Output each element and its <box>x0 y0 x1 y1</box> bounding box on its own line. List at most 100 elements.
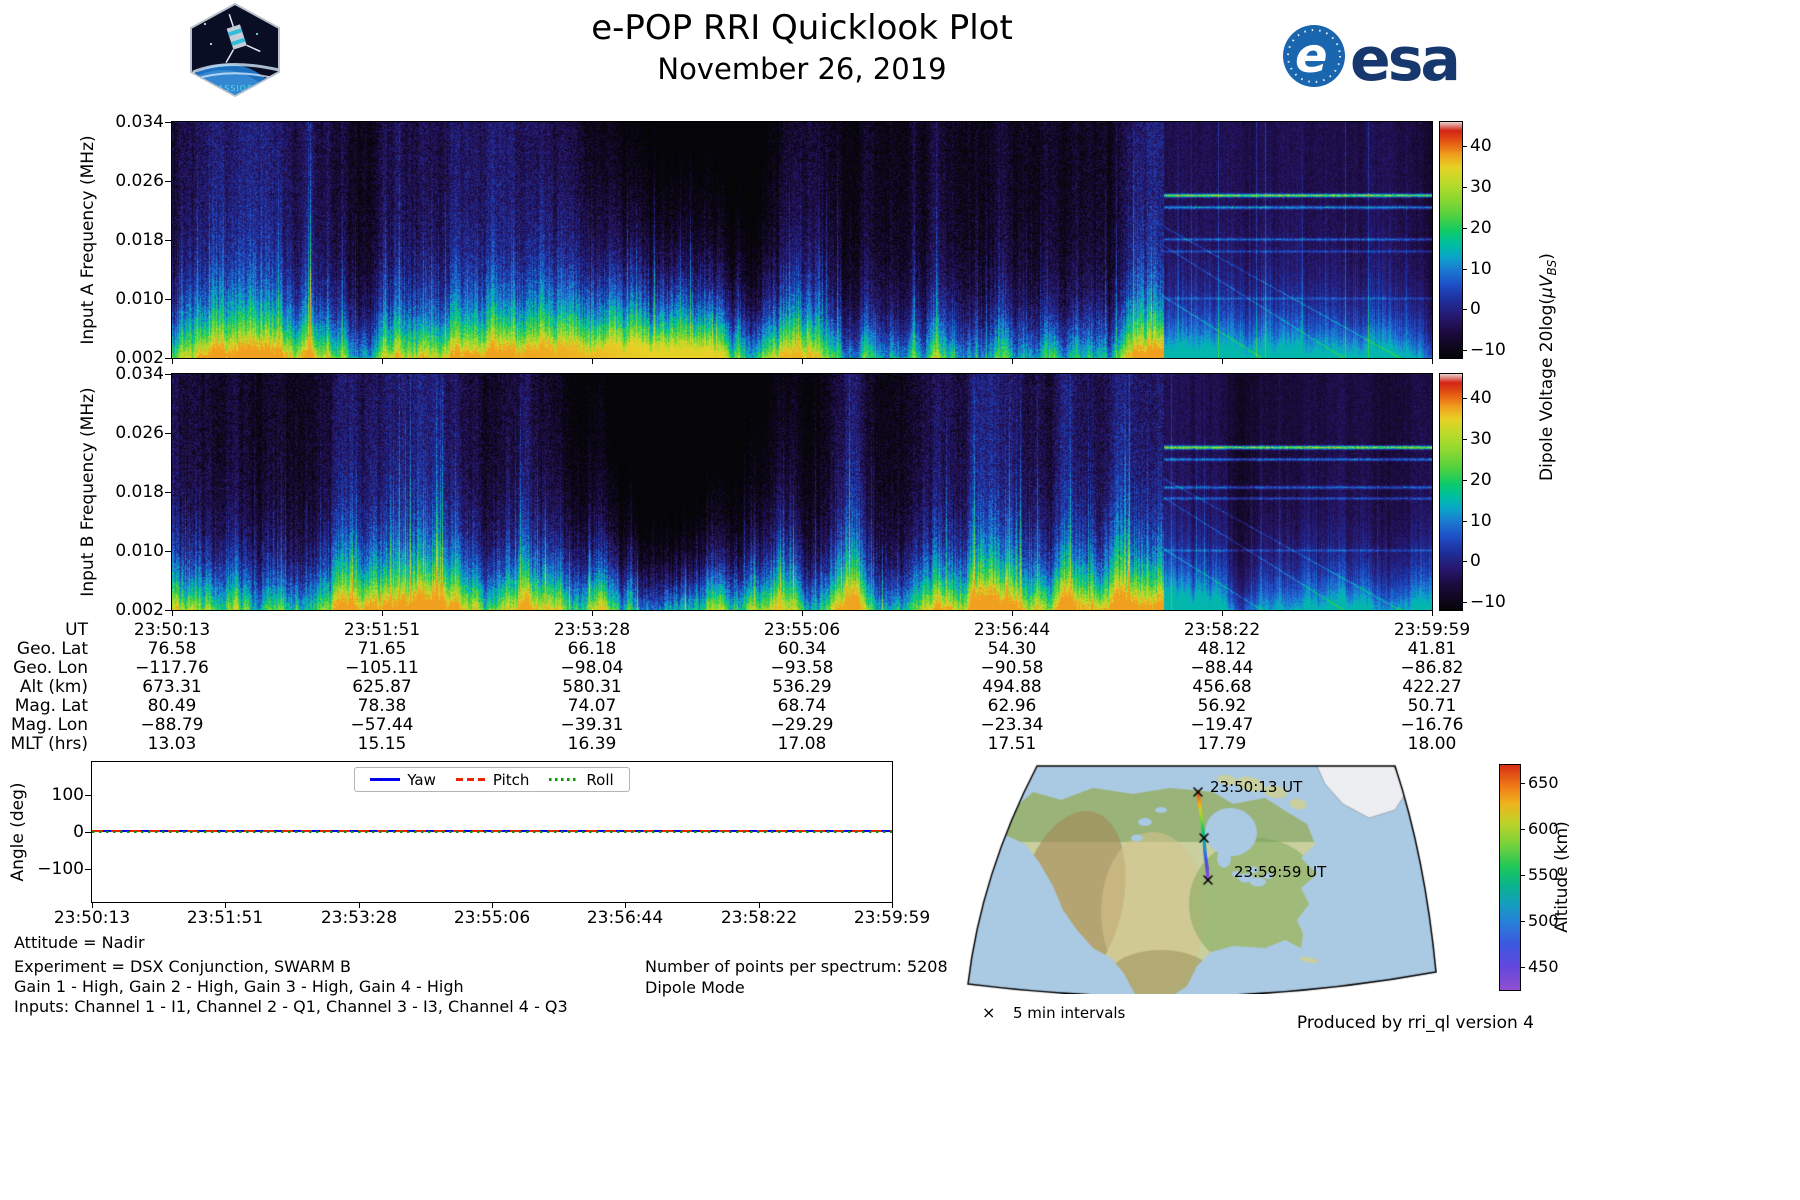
dipole-voltage-label: Dipole Voltage 20log(μVBS) <box>1537 107 1559 627</box>
cassiope-mission-patch: CASSIOPE <box>190 2 280 98</box>
interval-marker-icon: × <box>982 1003 996 1022</box>
table-cell: 56.92 <box>1197 696 1247 716</box>
time-tick: 23:50:13 <box>53 908 131 928</box>
interval-marker-label: 5 min intervals <box>1013 1004 1126 1022</box>
tick-mark <box>1462 521 1467 522</box>
angle-legend: Yaw Pitch Roll <box>354 767 630 792</box>
tick-mark <box>492 903 493 908</box>
table-cell: −23.34 <box>980 715 1044 735</box>
tick-mark <box>802 359 803 364</box>
row-label: MLT (hrs) <box>10 734 88 754</box>
tick-mark <box>592 611 593 616</box>
freq-tick: 0.018 <box>115 482 164 502</box>
tick-mark <box>359 903 360 908</box>
dipole-tick: 20 <box>1470 218 1492 238</box>
tick-mark <box>85 832 92 833</box>
table-row-geo-lon: Geo. Lon −117.76 −105.11 −98.04 −93.58 −… <box>0 659 1800 678</box>
table-cell: 76.58 <box>147 639 197 659</box>
roll-line-sample <box>549 778 580 781</box>
dipole-tick: 40 <box>1470 136 1492 156</box>
table-cell: −93.58 <box>770 658 834 678</box>
table-cell: 422.27 <box>1402 677 1462 697</box>
table-cell: 580.31 <box>562 677 622 697</box>
table-cell: 23:56:44 <box>973 620 1051 640</box>
tick-mark <box>1012 359 1013 364</box>
table-row-mag-lon: Mag. Lon −88.79 −57.44 −39.31 −29.29 −23… <box>0 716 1800 735</box>
table-row-mag-lat: Mag. Lat 80.49 78.38 74.07 68.74 62.96 5… <box>0 697 1800 716</box>
altitude-label: Altitude (km) <box>1552 821 1572 933</box>
tick-mark <box>1462 398 1467 399</box>
table-cell: 23:58:22 <box>1183 620 1261 640</box>
esa-logo: e esa <box>1283 25 1461 92</box>
table-cell: 23:50:13 <box>133 620 211 640</box>
tick-mark <box>1462 269 1467 270</box>
roll-line <box>92 830 892 833</box>
tick-mark <box>1462 309 1467 310</box>
tick-mark <box>625 903 626 908</box>
table-cell: 60.34 <box>777 639 827 659</box>
dipole-label-sub: BS <box>1545 259 1559 276</box>
dipole-tick: 40 <box>1470 388 1492 408</box>
table-cell: 13.03 <box>147 734 197 754</box>
time-tick: 23:53:28 <box>320 908 398 928</box>
row-label: Alt (km) <box>19 677 88 697</box>
tick-mark <box>165 492 172 493</box>
tick-mark <box>1520 783 1525 784</box>
colorbar-a <box>1439 121 1463 359</box>
table-cell: 16.39 <box>567 734 617 754</box>
table-cell: 78.38 <box>357 696 407 716</box>
ground-track-map <box>965 762 1437 994</box>
page-date: November 26, 2019 <box>657 52 947 86</box>
table-cell: −88.79 <box>140 715 204 735</box>
freq-tick: 0.002 <box>115 600 164 620</box>
yaw-line-sample <box>370 778 401 781</box>
row-label: UT <box>65 620 88 640</box>
table-cell: −57.44 <box>350 715 414 735</box>
tick-mark <box>172 611 173 616</box>
table-cell: 80.49 <box>147 696 197 716</box>
tick-mark <box>1222 611 1223 616</box>
freq-tick: 0.026 <box>115 423 164 443</box>
dipole-tick: 30 <box>1470 177 1492 197</box>
time-tick: 23:59:59 <box>853 908 931 928</box>
angle-tick: −100 <box>37 859 84 879</box>
gains-text: Gain 1 - High, Gain 2 - High, Gain 3 - H… <box>14 977 464 996</box>
table-cell: 17.51 <box>987 734 1037 754</box>
row-label: Mag. Lon <box>10 715 88 735</box>
dipole-tick: 10 <box>1470 511 1492 531</box>
table-cell: −88.44 <box>1190 658 1254 678</box>
tick-mark <box>165 551 172 552</box>
time-tick: 23:56:44 <box>586 908 664 928</box>
table-cell: 625.87 <box>352 677 412 697</box>
dipole-label-muv: μV <box>1537 275 1557 298</box>
table-cell: 23:55:06 <box>763 620 841 640</box>
row-label: Geo. Lon <box>13 658 88 678</box>
dipole-tick: −10 <box>1470 592 1506 612</box>
dipole-tick: 20 <box>1470 470 1492 490</box>
tick-mark <box>382 611 383 616</box>
dipole-tick: −10 <box>1470 340 1506 360</box>
time-tick: 23:55:06 <box>453 908 531 928</box>
attitude-text: Attitude = Nadir <box>14 933 145 952</box>
table-cell: −16.76 <box>1400 715 1464 735</box>
table-cell: 48.12 <box>1197 639 1247 659</box>
produced-by-text: Produced by rri_ql version 4 <box>1296 1013 1534 1033</box>
dipole-mode-text: Dipole Mode <box>645 978 745 997</box>
tick-mark <box>1462 561 1467 562</box>
dipole-tick: 0 <box>1470 299 1481 319</box>
table-cell: 62.96 <box>987 696 1037 716</box>
tick-mark <box>165 299 172 300</box>
tick-mark <box>1520 829 1525 830</box>
table-cell: 66.18 <box>567 639 617 659</box>
table-cell: 23:51:51 <box>343 620 421 640</box>
table-row-mlt: MLT (hrs) 13.03 15.15 16.39 17.08 17.51 … <box>0 735 1800 754</box>
alt-tick: 650 <box>1528 773 1559 792</box>
tick-mark <box>92 903 93 908</box>
tick-mark <box>759 903 760 908</box>
alt-tick: 500 <box>1528 911 1559 930</box>
table-cell: −90.58 <box>980 658 1044 678</box>
dipole-tick: 0 <box>1470 551 1481 571</box>
alt-tick: 600 <box>1528 819 1559 838</box>
dipole-tick: 30 <box>1470 429 1492 449</box>
table-cell: 494.88 <box>982 677 1042 697</box>
